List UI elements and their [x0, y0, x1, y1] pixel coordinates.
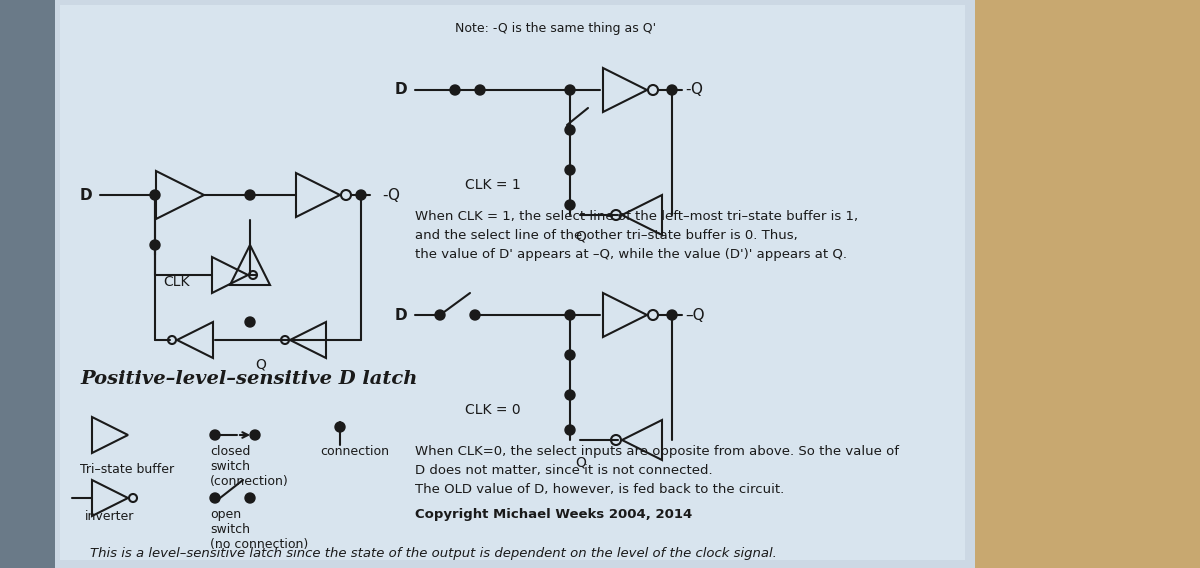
Bar	[974, 0, 1200, 568]
Circle shape	[335, 422, 346, 432]
Text: Q: Q	[256, 358, 266, 372]
Text: Tri–state buffer: Tri–state buffer	[80, 463, 174, 476]
Circle shape	[245, 190, 256, 200]
Text: D: D	[79, 187, 92, 203]
Text: Q: Q	[575, 230, 586, 244]
Circle shape	[565, 165, 575, 175]
Text: Positive–level–sensitive D latch: Positive–level–sensitive D latch	[80, 370, 418, 388]
Text: Copyright Michael Weeks 2004, 2014: Copyright Michael Weeks 2004, 2014	[415, 508, 692, 521]
Text: -Q: -Q	[685, 82, 703, 98]
Text: When CLK = 1, the select line of the left–most tri–state buffer is 1,
and the se: When CLK = 1, the select line of the lef…	[415, 210, 858, 261]
Circle shape	[565, 350, 575, 360]
Bar	[55, 0, 974, 568]
Circle shape	[450, 85, 460, 95]
Text: D: D	[395, 307, 407, 323]
Text: CLK = 0: CLK = 0	[466, 403, 521, 417]
Bar	[60, 5, 965, 560]
Circle shape	[470, 310, 480, 320]
Circle shape	[250, 430, 260, 440]
Text: This is a level–sensitive latch since the state of the output is dependent on th: This is a level–sensitive latch since th…	[90, 547, 776, 560]
Text: connection: connection	[320, 445, 389, 458]
Text: -Q: -Q	[382, 187, 400, 203]
Text: CLK = 1: CLK = 1	[466, 178, 521, 192]
Circle shape	[150, 240, 160, 250]
Circle shape	[356, 190, 366, 200]
Circle shape	[565, 425, 575, 435]
Text: When CLK=0, the select inputs are opposite from above. So the value of
D does no: When CLK=0, the select inputs are opposi…	[415, 445, 899, 496]
Circle shape	[667, 310, 677, 320]
Circle shape	[210, 430, 220, 440]
Text: Q: Q	[575, 455, 586, 469]
Circle shape	[565, 85, 575, 95]
Circle shape	[565, 390, 575, 400]
Circle shape	[436, 310, 445, 320]
Text: inverter: inverter	[85, 510, 134, 523]
Text: open
switch
(no connection): open switch (no connection)	[210, 508, 308, 551]
Text: D: D	[395, 82, 407, 98]
Bar	[0, 0, 60, 568]
Circle shape	[475, 85, 485, 95]
Circle shape	[245, 493, 256, 503]
Text: closed
switch
(connection): closed switch (connection)	[210, 445, 289, 488]
Circle shape	[210, 493, 220, 503]
Text: CLK: CLK	[163, 275, 190, 289]
Circle shape	[667, 85, 677, 95]
Text: Note: -Q is the same thing as Q': Note: -Q is the same thing as Q'	[455, 22, 656, 35]
Circle shape	[565, 125, 575, 135]
Circle shape	[150, 190, 160, 200]
Text: –Q: –Q	[685, 307, 704, 323]
Circle shape	[245, 317, 256, 327]
Circle shape	[565, 200, 575, 210]
Circle shape	[565, 310, 575, 320]
